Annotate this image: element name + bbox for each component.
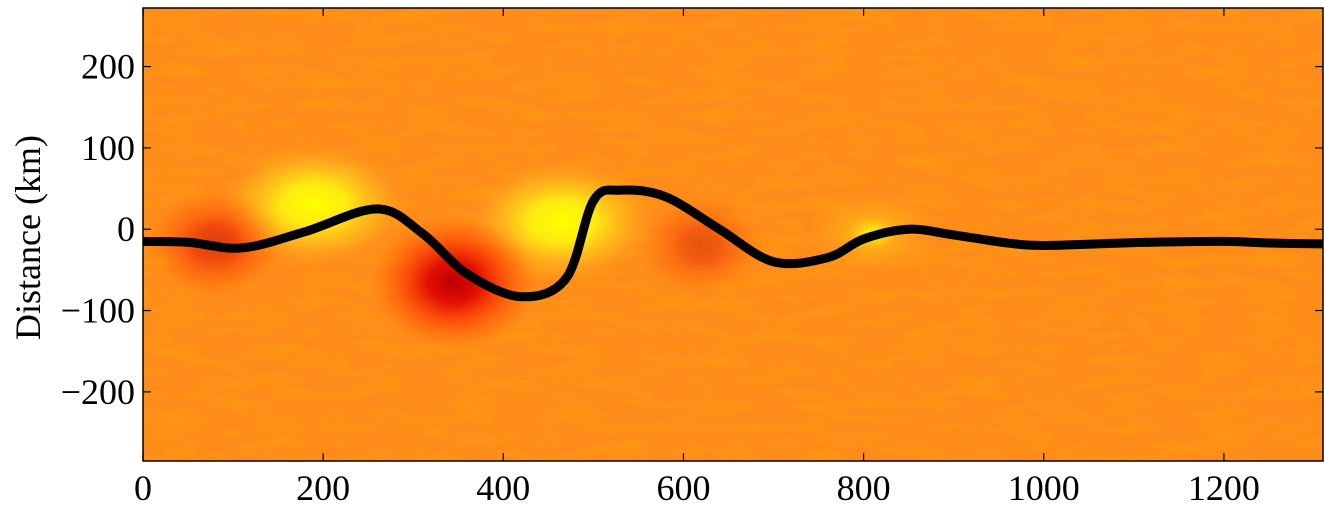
x-tick-label: 200 <box>296 468 350 508</box>
y-axis-label: Distance (km) <box>8 135 48 340</box>
y-tick-label: 100 <box>81 128 135 168</box>
data-line <box>143 185 1323 302</box>
x-tick-label: 0 <box>134 468 152 508</box>
x-tick-label: 400 <box>476 468 530 508</box>
x-tick-label: 1000 <box>1008 468 1080 508</box>
plot-area <box>143 8 1323 461</box>
y-axis: 200 100 0 −100 −200 <box>61 47 1323 412</box>
y-tick-label: −100 <box>61 291 135 331</box>
heatmap-anomaly <box>368 214 539 351</box>
x-tick-label: 800 <box>837 468 891 508</box>
x-tick-label: 600 <box>656 468 710 508</box>
y-tick-label: −200 <box>61 372 135 412</box>
x-tick-label: 1200 <box>1188 468 1260 508</box>
x-axis: 0 200 400 600 800 1000 1200 <box>134 8 1260 508</box>
y-tick-label: 200 <box>81 47 135 87</box>
heatmap-anomaly <box>636 193 767 298</box>
plot-frame <box>142 7 1324 462</box>
y-tick-label: 0 <box>117 209 135 249</box>
